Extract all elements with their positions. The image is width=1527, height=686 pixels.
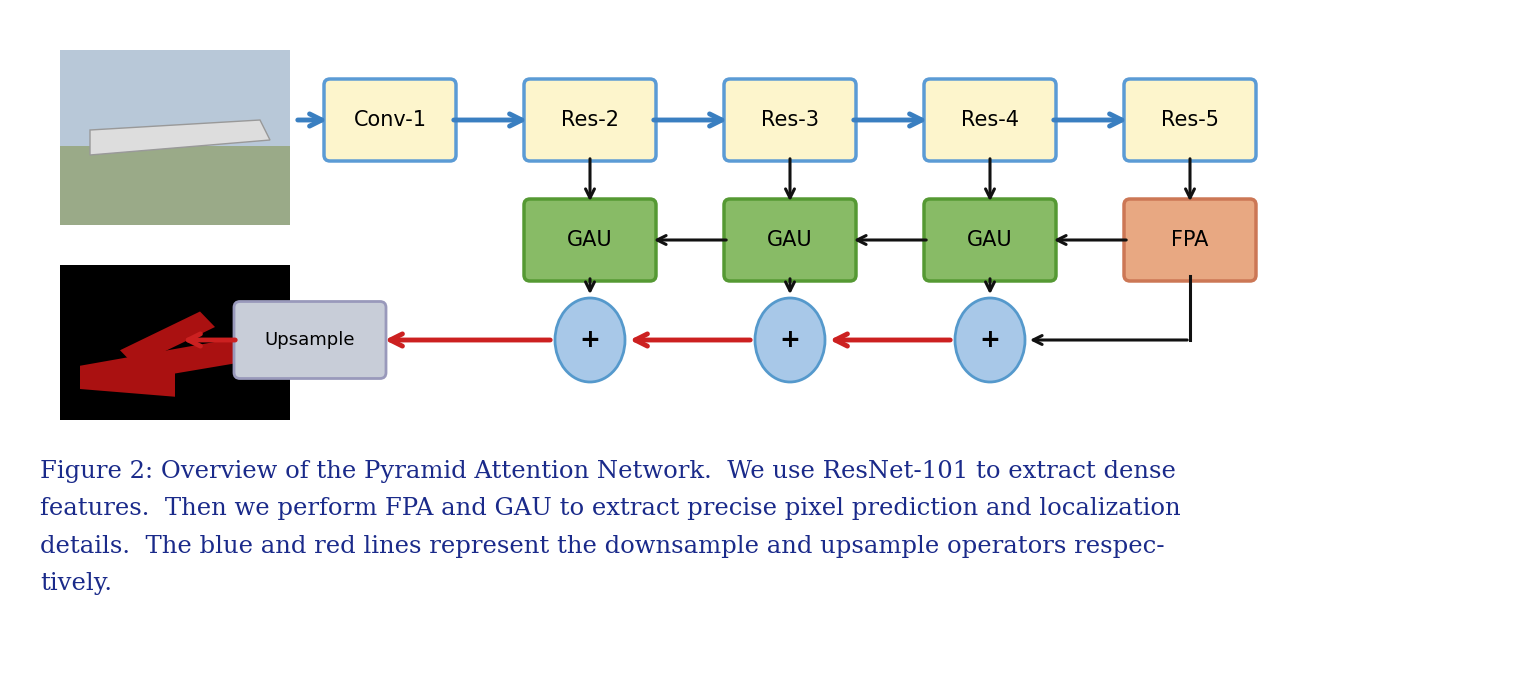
FancyBboxPatch shape — [524, 199, 657, 281]
Text: FPA: FPA — [1171, 230, 1209, 250]
Text: GAU: GAU — [567, 230, 612, 250]
Ellipse shape — [754, 298, 825, 382]
Text: Conv-1: Conv-1 — [353, 110, 426, 130]
Polygon shape — [90, 120, 270, 155]
Text: +: + — [780, 328, 800, 352]
Text: +: + — [979, 328, 1000, 352]
Text: Figure 2: Overview of the Pyramid Attention Network.  We use ResNet-101 to extra: Figure 2: Overview of the Pyramid Attent… — [40, 460, 1180, 595]
Text: +: + — [580, 328, 600, 352]
FancyBboxPatch shape — [234, 302, 386, 379]
FancyBboxPatch shape — [1124, 79, 1257, 161]
Ellipse shape — [554, 298, 625, 382]
Text: Res-5: Res-5 — [1161, 110, 1219, 130]
FancyBboxPatch shape — [60, 146, 290, 225]
Text: Upsample: Upsample — [264, 331, 356, 349]
Text: GAU: GAU — [967, 230, 1012, 250]
FancyBboxPatch shape — [60, 50, 290, 225]
Polygon shape — [121, 311, 215, 366]
FancyBboxPatch shape — [924, 79, 1057, 161]
Text: GAU: GAU — [767, 230, 812, 250]
FancyBboxPatch shape — [724, 199, 857, 281]
FancyBboxPatch shape — [924, 199, 1057, 281]
Text: Res-3: Res-3 — [760, 110, 818, 130]
Text: Res-2: Res-2 — [560, 110, 618, 130]
FancyBboxPatch shape — [60, 265, 290, 420]
Text: Res-4: Res-4 — [960, 110, 1019, 130]
FancyBboxPatch shape — [524, 79, 657, 161]
Polygon shape — [79, 335, 267, 397]
FancyBboxPatch shape — [1124, 199, 1257, 281]
FancyBboxPatch shape — [324, 79, 457, 161]
Ellipse shape — [954, 298, 1025, 382]
FancyBboxPatch shape — [724, 79, 857, 161]
